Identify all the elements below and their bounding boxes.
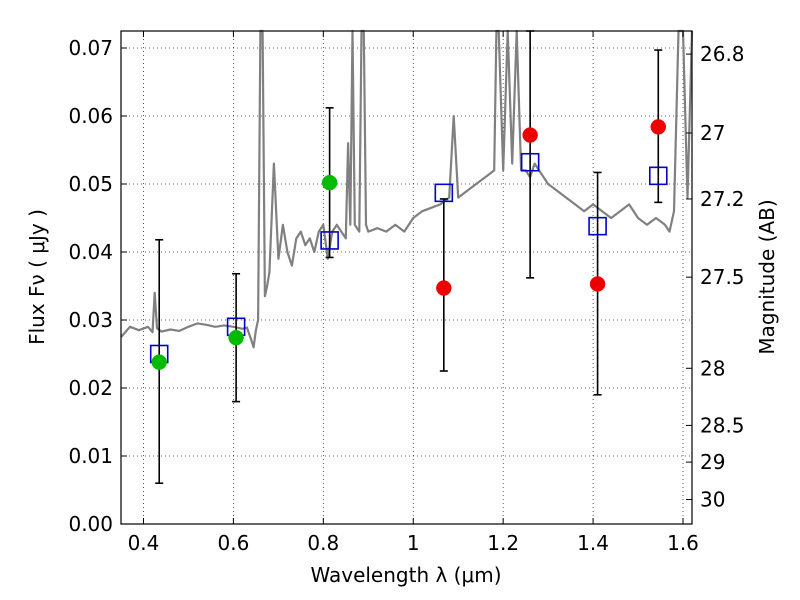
detection-circle-marker: [589, 276, 606, 292]
y2-tick-label: 27.2: [700, 187, 745, 211]
detection-circle-marker: [436, 280, 452, 296]
y2-tick-label: 26.8: [700, 42, 745, 66]
errorbar-layer: [155, 30, 663, 485]
marker-layer: [149, 119, 668, 370]
y2-tick-label: 28: [700, 356, 725, 380]
y-tick-label: 0.01: [68, 444, 113, 468]
y2-axis-label: Magnitude (AB): [755, 199, 779, 354]
model-square-marker: [434, 183, 454, 203]
model-square-marker: [588, 216, 607, 236]
detection-circle-marker: [650, 119, 667, 135]
tick-layer: 0.4 0.6 0.8 1 1.2 1.4 1.6 0.00 0.01 0.02 0.03 0.04 0…: [68, 31, 745, 555]
y2-tick-label: 30: [700, 488, 725, 512]
x-axis-label: Wavelength λ (μm): [310, 563, 501, 587]
y-tick-label: 0.00: [68, 512, 113, 536]
x-tick-label: 1.4: [577, 531, 609, 555]
y2-tick-label: 29: [700, 450, 725, 474]
y-tick-label: 0.07: [68, 36, 113, 60]
detection-circle-marker: [522, 127, 538, 143]
y-tick-label: 0.05: [68, 172, 113, 196]
x-tick-label: 1.6: [667, 531, 699, 555]
model-square-marker: [320, 231, 339, 250]
y-axis-label: Flux Fν ( μJy ): [25, 209, 49, 345]
detection-circle-marker: [228, 329, 244, 346]
spectrum-line: [120, 29, 694, 349]
spectrum-layer: [120, 29, 694, 349]
x-tick-label: 1.2: [487, 531, 519, 555]
y2-tick-label: 27: [700, 121, 725, 145]
model-square-marker: [648, 166, 668, 186]
x-tick-label: 0.8: [307, 531, 339, 555]
model-square-marker: [520, 152, 540, 172]
plot-frame: [120, 30, 693, 525]
y-tick-label: 0.02: [68, 376, 113, 400]
y-tick-label: 0.04: [68, 240, 113, 264]
detection-circle-marker: [151, 354, 167, 370]
y-tick-label: 0.03: [68, 308, 113, 332]
y-tick-label: 0.06: [68, 104, 113, 128]
grid-lines: [121, 31, 692, 525]
x-tick-label: 1: [407, 531, 420, 555]
y2-tick-label: 27.5: [700, 265, 745, 289]
detection-circle-marker: [321, 174, 338, 191]
x-tick-label: 0.4: [128, 531, 160, 555]
x-tick-label: 0.6: [217, 531, 249, 555]
y2-tick-label: 28.5: [700, 413, 745, 437]
